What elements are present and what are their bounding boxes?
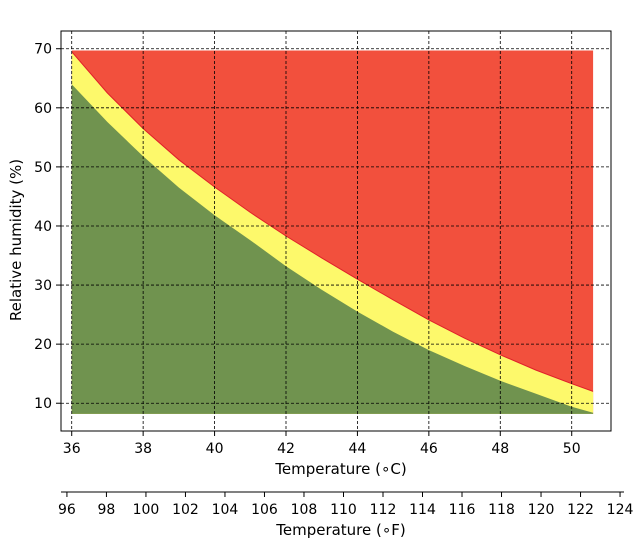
caution-boundary-line [71, 51, 594, 392]
x-tick-label: 50 [563, 441, 581, 457]
x-tick-label: 48 [491, 441, 509, 457]
x-axis-ticks: 36 38 40 42 44 46 48 50 [63, 431, 581, 457]
gridlines [61, 31, 611, 431]
safe-area [71, 84, 594, 414]
x-axis-label: Temperature (∘C) [274, 460, 406, 478]
secondary-tick-label: 114 [409, 502, 436, 518]
y-axis-ticks: 10 20 30 40 50 60 70 [34, 42, 61, 412]
y-tick-label: 30 [34, 278, 52, 294]
x-tick-label: 42 [277, 441, 295, 457]
secondary-tick-label: 110 [330, 502, 357, 518]
y-tick-label: 10 [34, 396, 52, 412]
x-tick-label: 44 [349, 441, 367, 457]
x-tick-label: 46 [420, 441, 438, 457]
secondary-tick-label: 124 [607, 502, 634, 518]
x-tick-label: 36 [63, 441, 81, 457]
secondary-tick-label: 116 [449, 502, 476, 518]
y-axis-label: Relative humidity (%) [7, 159, 25, 321]
secondary-axis-ticks: 96 98 100 102 104 106 108 110 112 114 116 118 120 122… [58, 492, 633, 518]
secondary-tick-label: 120 [528, 502, 555, 518]
secondary-tick-label: 118 [488, 502, 515, 518]
secondary-tick-label: 108 [291, 502, 318, 518]
y-tick-label: 70 [34, 42, 52, 58]
area-layer [71, 50, 594, 414]
secondary-tick-label: 104 [212, 502, 239, 518]
plot-frame [60, 30, 612, 432]
secondary-tick-label: 98 [98, 502, 116, 518]
secondary-tick-label: 100 [133, 502, 160, 518]
secondary-tick-label: 106 [251, 502, 278, 518]
secondary-tick-label: 102 [172, 502, 199, 518]
secondary-tick-label: 96 [58, 502, 76, 518]
y-tick-label: 60 [34, 101, 52, 117]
secondary-tick-label: 122 [567, 502, 594, 518]
secondary-tick-label: 112 [370, 502, 397, 518]
y-tick-label: 40 [34, 219, 52, 235]
y-tick-label: 50 [34, 160, 52, 176]
y-tick-label: 20 [34, 337, 52, 353]
x-tick-label: 38 [134, 441, 152, 457]
secondary-x-axis-label: Temperature (∘F) [275, 521, 406, 539]
x-tick-label: 40 [206, 441, 224, 457]
